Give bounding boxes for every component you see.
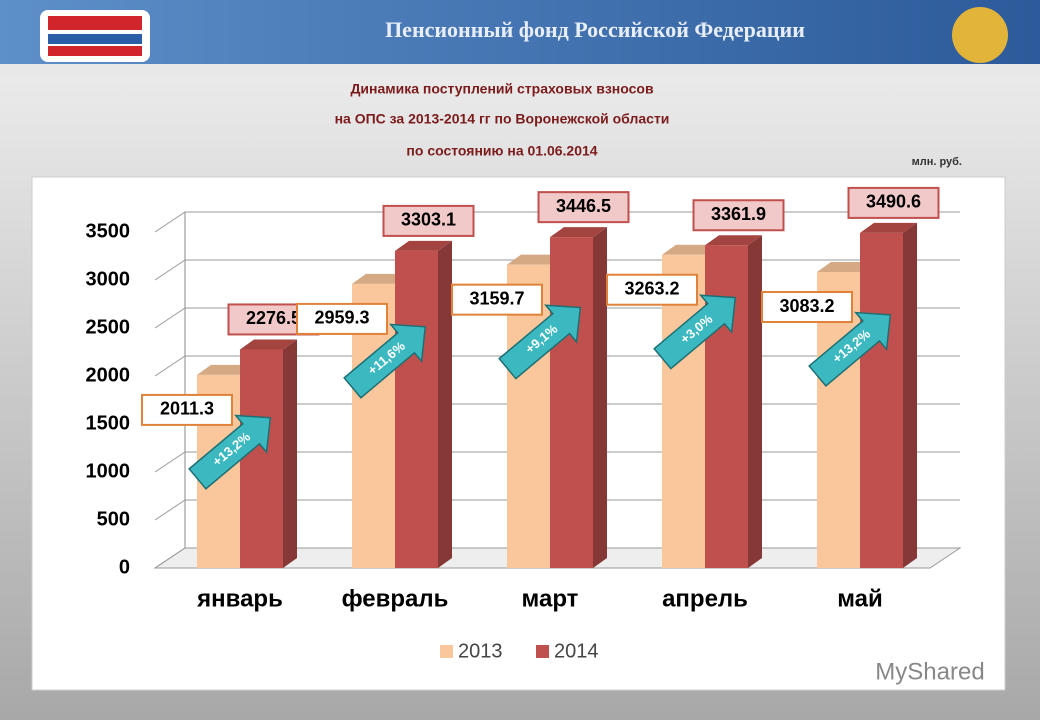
chart-title: на ОПС за 2013-2014 гг по Воронежской об…	[335, 111, 670, 127]
y-tick-label: 500	[97, 508, 130, 530]
value-label-box	[537, 191, 630, 224]
arrow-shape	[498, 304, 582, 380]
bar-top	[705, 235, 762, 246]
legend-swatch	[536, 645, 549, 658]
value-label: 2276.5	[246, 308, 301, 328]
chart-title: Динамика поступлений страховых взносов	[350, 81, 654, 97]
y-tick-label: 2500	[86, 316, 131, 338]
bar-top	[197, 364, 254, 375]
bar-side	[903, 222, 917, 568]
value-label-box	[606, 273, 698, 306]
x-tick-label: февраль	[342, 585, 449, 612]
bar-side	[283, 339, 297, 568]
y-tick-label: 3000	[86, 268, 131, 290]
arrow-shape	[808, 311, 892, 387]
value-label: 2011.3	[160, 399, 214, 419]
bar-top	[507, 254, 564, 265]
value-label: 3361.9	[711, 204, 766, 224]
x-tick-label: январь	[196, 585, 283, 612]
value-label: 3263.2	[624, 278, 679, 298]
value-label: 3159.7	[469, 288, 524, 308]
bar	[395, 250, 438, 568]
y-tick-label: 1500	[86, 412, 131, 434]
header-band	[0, 0, 1040, 76]
arrow-shape	[188, 414, 272, 490]
value-label-box	[847, 186, 940, 219]
bar-side	[593, 227, 607, 569]
legend-label: 2014	[554, 640, 599, 662]
value-label-box	[141, 393, 233, 426]
header-title: Пенсионный фонд Российской Федерации	[385, 17, 805, 42]
y-tick-label: 1000	[86, 460, 131, 482]
bar-top	[662, 244, 719, 255]
value-label: 3490.6	[866, 192, 921, 212]
bar	[662, 254, 705, 569]
unit-label: млн. руб.	[912, 156, 962, 168]
y-tick-label: 3500	[86, 220, 131, 242]
arrow-shape	[343, 323, 427, 399]
emblem	[952, 7, 1008, 63]
watermark: MyShared	[875, 658, 984, 685]
bar	[240, 349, 283, 568]
legend-label: 2013	[458, 640, 503, 662]
bar-side	[748, 235, 762, 568]
x-tick-label: март	[522, 585, 579, 612]
x-tick-label: апрель	[662, 585, 748, 612]
value-label: 3083.2	[779, 296, 834, 316]
value-label: 3303.1	[401, 210, 456, 230]
bar	[860, 232, 903, 568]
value-label-box	[761, 291, 853, 324]
bar-top	[550, 227, 607, 238]
header-stripe	[0, 64, 1040, 76]
bar	[550, 237, 593, 569]
value-label: 2959.3	[314, 308, 369, 328]
value-label-box	[296, 302, 388, 335]
legend-swatch	[440, 645, 453, 658]
arrow-shape	[653, 294, 737, 370]
bar-top	[240, 339, 297, 350]
x-tick-label: май	[837, 585, 883, 612]
bar-side	[438, 240, 452, 568]
bar	[705, 245, 748, 568]
bar-top	[860, 222, 917, 233]
bar-top	[352, 273, 409, 284]
value-label-box	[692, 199, 785, 232]
logo	[40, 10, 150, 62]
value-label: 3446.5	[556, 196, 611, 216]
chart-title: по состоянию на 01.06.2014	[406, 143, 597, 159]
y-tick-label: 2000	[86, 364, 131, 386]
bar-top	[817, 262, 874, 273]
value-label-box	[451, 283, 543, 316]
value-label-box	[382, 204, 475, 237]
y-tick-label: 0	[119, 556, 130, 578]
bar-top	[395, 240, 452, 251]
